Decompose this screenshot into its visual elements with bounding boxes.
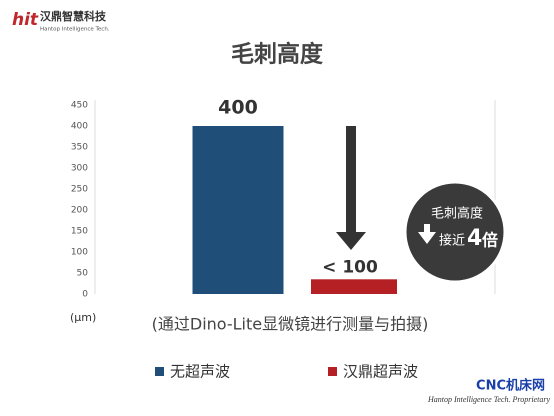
legend-label: 无超声波 <box>170 363 230 381</box>
y-tick-label: 100 <box>71 248 88 258</box>
bar <box>311 279 397 294</box>
data-label: < 100 <box>322 257 378 277</box>
y-axis-label: (μm) <box>70 311 96 324</box>
legend-label: 汉鼎超声波 <box>343 363 418 381</box>
badge-text: 毛刺高度 <box>431 206 483 222</box>
y-tick-label: 350 <box>71 143 88 153</box>
y-tick-label: 400 <box>71 122 88 132</box>
y-tick-label: 0 <box>82 290 88 300</box>
watermark-note: Hantop Intelligence Tech. Proprietary <box>427 395 551 404</box>
chart-title: 毛刺高度 <box>231 41 324 68</box>
y-tick-label: 150 <box>71 227 88 237</box>
y-tick-label: 50 <box>77 269 89 279</box>
y-tick-label: 200 <box>71 206 88 216</box>
bar <box>192 126 284 294</box>
badge-text: 接近 <box>439 233 465 249</box>
arrow <box>336 126 366 250</box>
legend-swatch <box>328 367 337 376</box>
y-tick-label: 250 <box>71 185 88 195</box>
watermark: CNC机床网 <box>476 378 545 394</box>
logo-name: 汉鼎智慧科技 <box>40 9 107 23</box>
y-tick-label: 300 <box>71 164 88 174</box>
logo-mark: hit <box>12 10 39 30</box>
legend-swatch <box>155 367 164 376</box>
data-label: 400 <box>218 97 258 119</box>
logo-tagline: Hantop Intelligence Tech. <box>40 27 110 33</box>
y-tick-label: 450 <box>71 101 88 111</box>
subtitle: (通过Dino-Lite显微镜进行测量与拍摄) <box>152 315 429 334</box>
badge-arrow <box>418 224 436 244</box>
badge-text: 倍 <box>482 231 498 250</box>
badge-number: 4 <box>467 226 482 251</box>
badge <box>403 180 507 284</box>
